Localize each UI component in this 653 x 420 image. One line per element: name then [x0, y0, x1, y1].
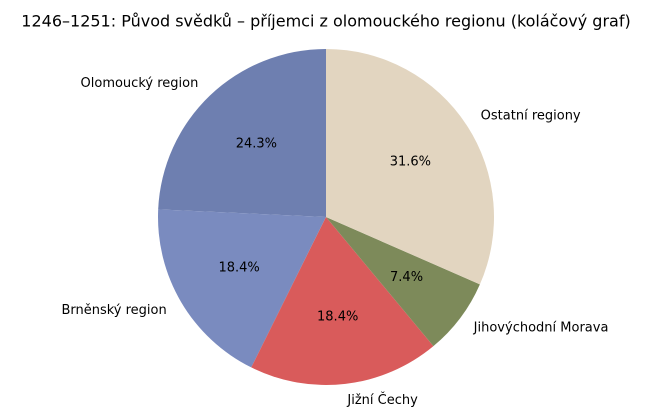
slice-label: Jižní Čechy: [346, 392, 418, 408]
slice-label: Ostatní regiony: [481, 108, 581, 123]
value-label: 7.4%: [390, 270, 423, 285]
slice-label: Jihovýchodní Morava: [473, 321, 609, 336]
pie-slice: [158, 49, 326, 217]
pie-slice: [251, 217, 434, 385]
pie-slice: [326, 49, 495, 285]
value-label: 18.4%: [317, 310, 358, 325]
slice-label: Brněnský region: [61, 303, 166, 318]
pie-slice: [326, 217, 480, 347]
value-label: 24.3%: [236, 137, 277, 152]
slice-label: Olomoucký region: [81, 76, 199, 91]
value-label: 18.4%: [218, 261, 259, 276]
pie-slice: [158, 209, 326, 368]
value-label: 31.6%: [390, 154, 431, 169]
chart-title: 1246–1251: Původ svědků – příjemci z olo…: [21, 12, 630, 31]
